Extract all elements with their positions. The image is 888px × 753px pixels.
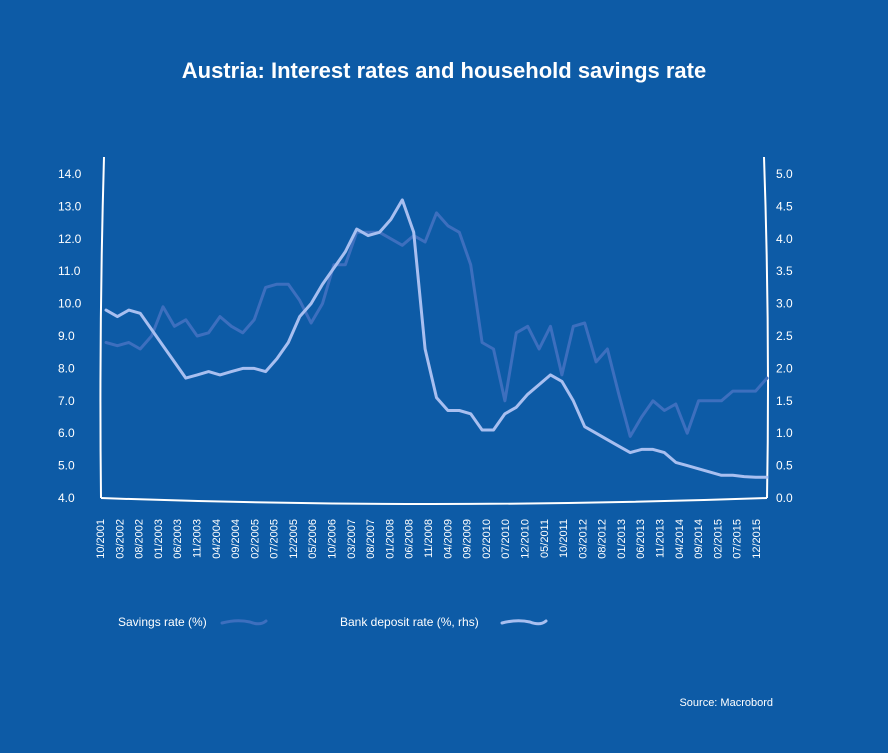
x-tick-label: 02/2015 <box>712 519 724 559</box>
x-tick-label: 11/2008 <box>423 519 435 558</box>
y-left-tick-label: 6.0 <box>58 426 75 440</box>
x-tick-label: 04/2014 <box>674 519 686 559</box>
x-tick-label: 02/2005 <box>249 519 261 559</box>
x-tick-label: 07/2015 <box>732 519 744 559</box>
y-right-tick-label: 3.5 <box>776 264 793 278</box>
y-right-tick-label: 0.5 <box>776 459 793 473</box>
x-tick-label: 05/2006 <box>307 519 319 559</box>
y-left-tick-label: 11.0 <box>58 264 81 278</box>
x-tick-label: 05/2011 <box>539 519 551 558</box>
x-tick-label: 04/2004 <box>211 519 223 559</box>
y-right-tick-label: 2.0 <box>776 361 793 375</box>
chart-title: Austria: Interest rates and household sa… <box>182 58 706 83</box>
y-left-tick-label: 4.0 <box>58 491 75 505</box>
x-tick-label: 12/2005 <box>288 519 300 559</box>
left-axis-line <box>99 156 105 499</box>
right-axis-line <box>763 156 769 499</box>
y-left-tick-label: 5.0 <box>58 459 75 473</box>
x-tick-label: 06/2003 <box>172 519 184 559</box>
x-tick-label: 09/2014 <box>693 519 705 559</box>
y-left-tick-label: 10.0 <box>58 297 82 311</box>
y-right-tick-label: 0.0 <box>776 491 793 505</box>
x-tick-label: 12/2015 <box>751 519 763 559</box>
y-right-tick-label: 1.5 <box>776 394 793 408</box>
y-right-tick-label: 4.0 <box>776 232 793 246</box>
x-tick-label: 01/2013 <box>616 519 628 559</box>
x-tick-label: 11/2003 <box>191 519 203 558</box>
y-right-tick-label: 3.0 <box>776 297 793 311</box>
legend-label: Bank deposit rate (%, rhs) <box>340 615 479 629</box>
x-tick-label: 09/2009 <box>462 519 474 559</box>
series-line-savings-rate <box>104 211 769 438</box>
x-tick-label: 10/2011 <box>558 519 570 558</box>
x-tick-label: 08/2012 <box>597 519 609 559</box>
y-left-tick-label: 8.0 <box>58 361 75 375</box>
x-tick-label: 02/2010 <box>481 519 493 559</box>
x-tick-label: 10/2001 <box>95 519 107 559</box>
legend-swatch <box>500 619 548 626</box>
y-right-tick-label: 2.5 <box>776 329 793 343</box>
legend-label: Savings rate (%) <box>118 615 207 629</box>
x-tick-label: 06/2013 <box>635 519 647 559</box>
x-tick-label: 07/2005 <box>269 519 281 559</box>
x-tick-label: 09/2004 <box>230 519 242 559</box>
x-tick-label: 10/2006 <box>327 519 339 559</box>
y-right-tick-label: 5.0 <box>776 167 793 181</box>
x-tick-label: 04/2009 <box>442 519 454 559</box>
y-left-tick-label: 13.0 <box>58 199 82 213</box>
x-tick-label: 07/2010 <box>500 519 512 559</box>
x-tick-label: 06/2008 <box>404 519 416 559</box>
x-tick-label: 12/2010 <box>519 519 531 559</box>
x-tick-label: 03/2012 <box>577 519 589 559</box>
y-left-tick-label: 12.0 <box>58 232 82 246</box>
x-tick-label: 11/2013 <box>655 519 667 558</box>
x-axis-line <box>100 497 768 505</box>
legend-swatch <box>220 619 268 626</box>
y-left-tick-label: 9.0 <box>58 329 75 343</box>
y-right-tick-label: 4.5 <box>776 199 793 213</box>
x-tick-label: 08/2007 <box>365 519 377 559</box>
x-tick-label: 08/2002 <box>134 519 146 559</box>
x-tick-label: 01/2003 <box>153 519 165 559</box>
x-tick-label: 03/2002 <box>114 519 126 559</box>
y-right-tick-label: 1.0 <box>776 426 793 440</box>
plot-area: 4.0 5.0 6.0 7.0 8.0 9.0 10.0 11.0 12.0 13.0 14.0 0.… <box>58 156 793 629</box>
y-left-tick-label: 14.0 <box>58 167 82 181</box>
series-line-bank-deposit-rate <box>104 198 769 479</box>
y-left-tick-label: 7.0 <box>58 394 75 408</box>
source-note: Source: Macrobord <box>679 697 773 709</box>
x-tick-label: 01/2008 <box>384 519 396 559</box>
x-tick-label: 03/2007 <box>346 519 358 559</box>
